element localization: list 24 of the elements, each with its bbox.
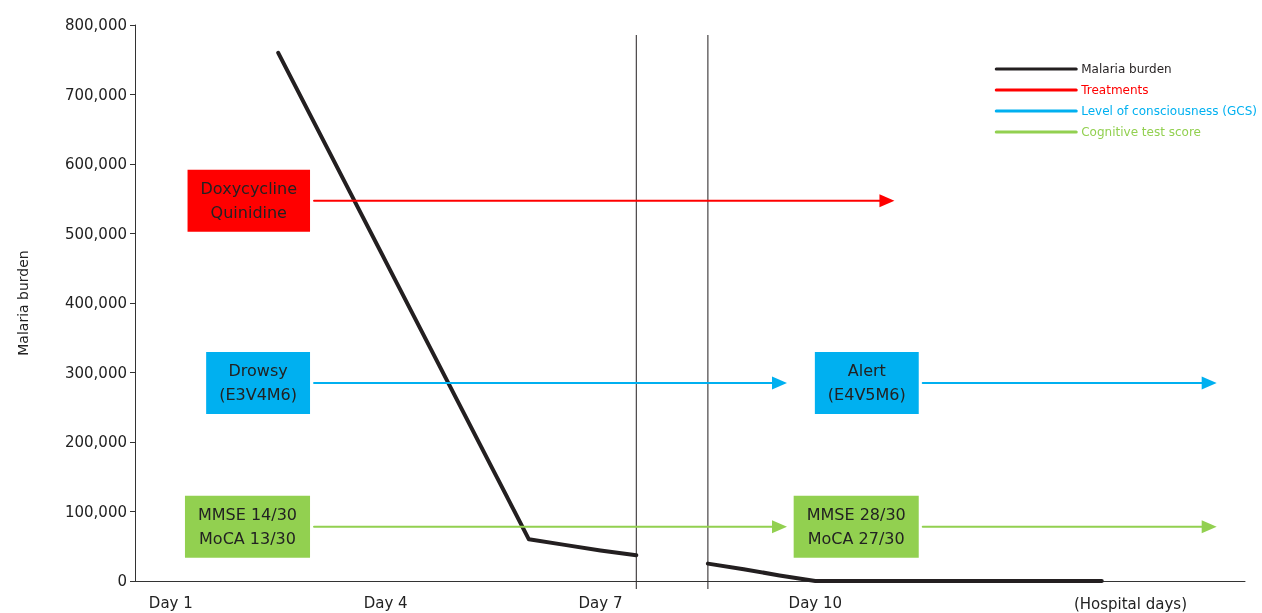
- x-tick-label: Day 4: [363, 593, 408, 612]
- data-label: Alert (E4V5M6): [827, 361, 906, 405]
- y-tick-label: 600,000: [64, 155, 127, 173]
- data-label: MMSE 14/30 MoCA 13/30: [197, 505, 298, 549]
- x-tick-label: Day 1: [148, 593, 193, 612]
- y-tick-label: 0: [117, 572, 127, 590]
- text: Cognitive test score: [1081, 125, 1201, 139]
- text: Malaria burden: [1081, 62, 1172, 76]
- y-tick-label: 400,000: [64, 294, 127, 312]
- x-tick-label: Day 10: [788, 593, 843, 612]
- y-tick-label: 200,000: [64, 433, 127, 451]
- x-axis-title: (Hospital days): [1073, 594, 1188, 613]
- y-tick-label: 300,000: [64, 363, 127, 382]
- data-label: Drowsy (E3V4M6): [219, 361, 298, 405]
- data-label: MMSE 28/30 MoCA 27/30: [806, 505, 906, 549]
- y-axis-title: Malaria burden: [15, 250, 31, 356]
- y-tick-label: 500,000: [64, 224, 127, 243]
- y-tick-label: 100,000: [64, 502, 127, 521]
- text: Treatments: [1080, 83, 1149, 97]
- y-tick-label: 800,000: [64, 16, 127, 34]
- data-label: Doxycycline Quinidine: [200, 179, 298, 223]
- x-tick-label: Day 7: [578, 593, 623, 612]
- text: Level of consciousness (GCS): [1081, 104, 1257, 118]
- y-tick-label: 700,000: [64, 85, 127, 104]
